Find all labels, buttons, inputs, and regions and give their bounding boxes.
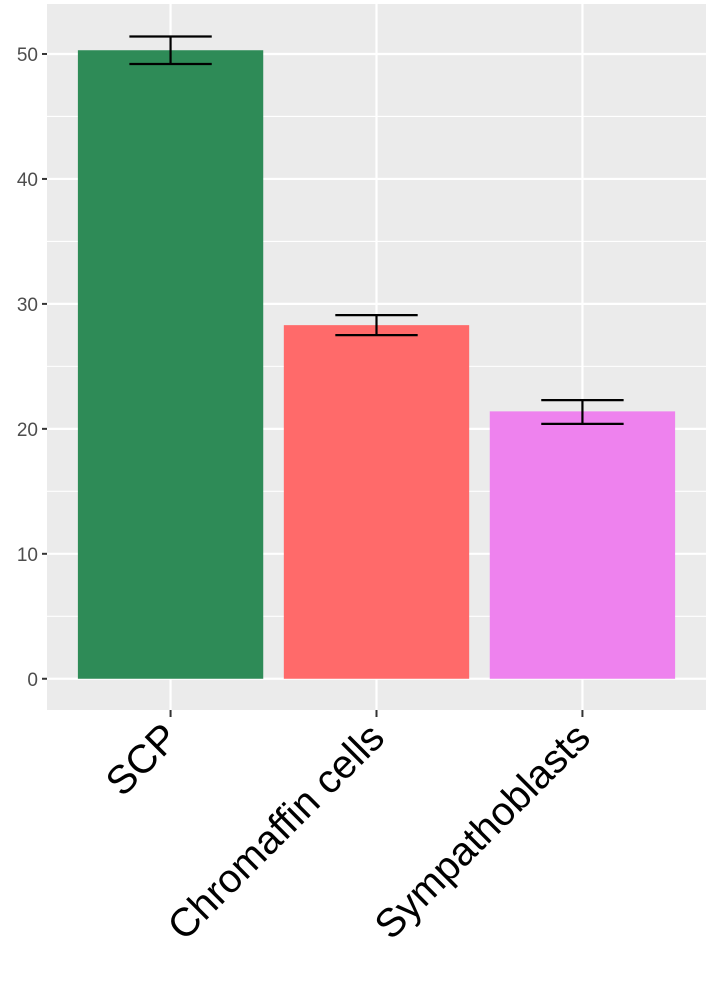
- bar: [77, 50, 264, 679]
- y-tick-label: 40: [17, 170, 38, 191]
- error-bar: [541, 399, 624, 425]
- error-bar: [129, 35, 212, 66]
- y-tick-label: 50: [17, 45, 38, 66]
- x-tick-label: Chromaffin cells: [159, 715, 392, 948]
- y-tick-label: 20: [17, 420, 38, 441]
- y-tick-label: 0: [27, 670, 38, 691]
- y-axis: 0 10 20 30 40 50: [17, 45, 47, 691]
- x-tick-label: SCP: [98, 715, 187, 804]
- error-bar: [335, 314, 418, 337]
- bars: [77, 50, 676, 679]
- y-tick-label: 10: [17, 545, 38, 566]
- x-tick-label: Sympathoblasts: [366, 715, 598, 947]
- y-tick-label: 30: [17, 295, 38, 316]
- bar: [489, 411, 676, 679]
- bar: [283, 325, 470, 679]
- error-bars: [129, 35, 624, 425]
